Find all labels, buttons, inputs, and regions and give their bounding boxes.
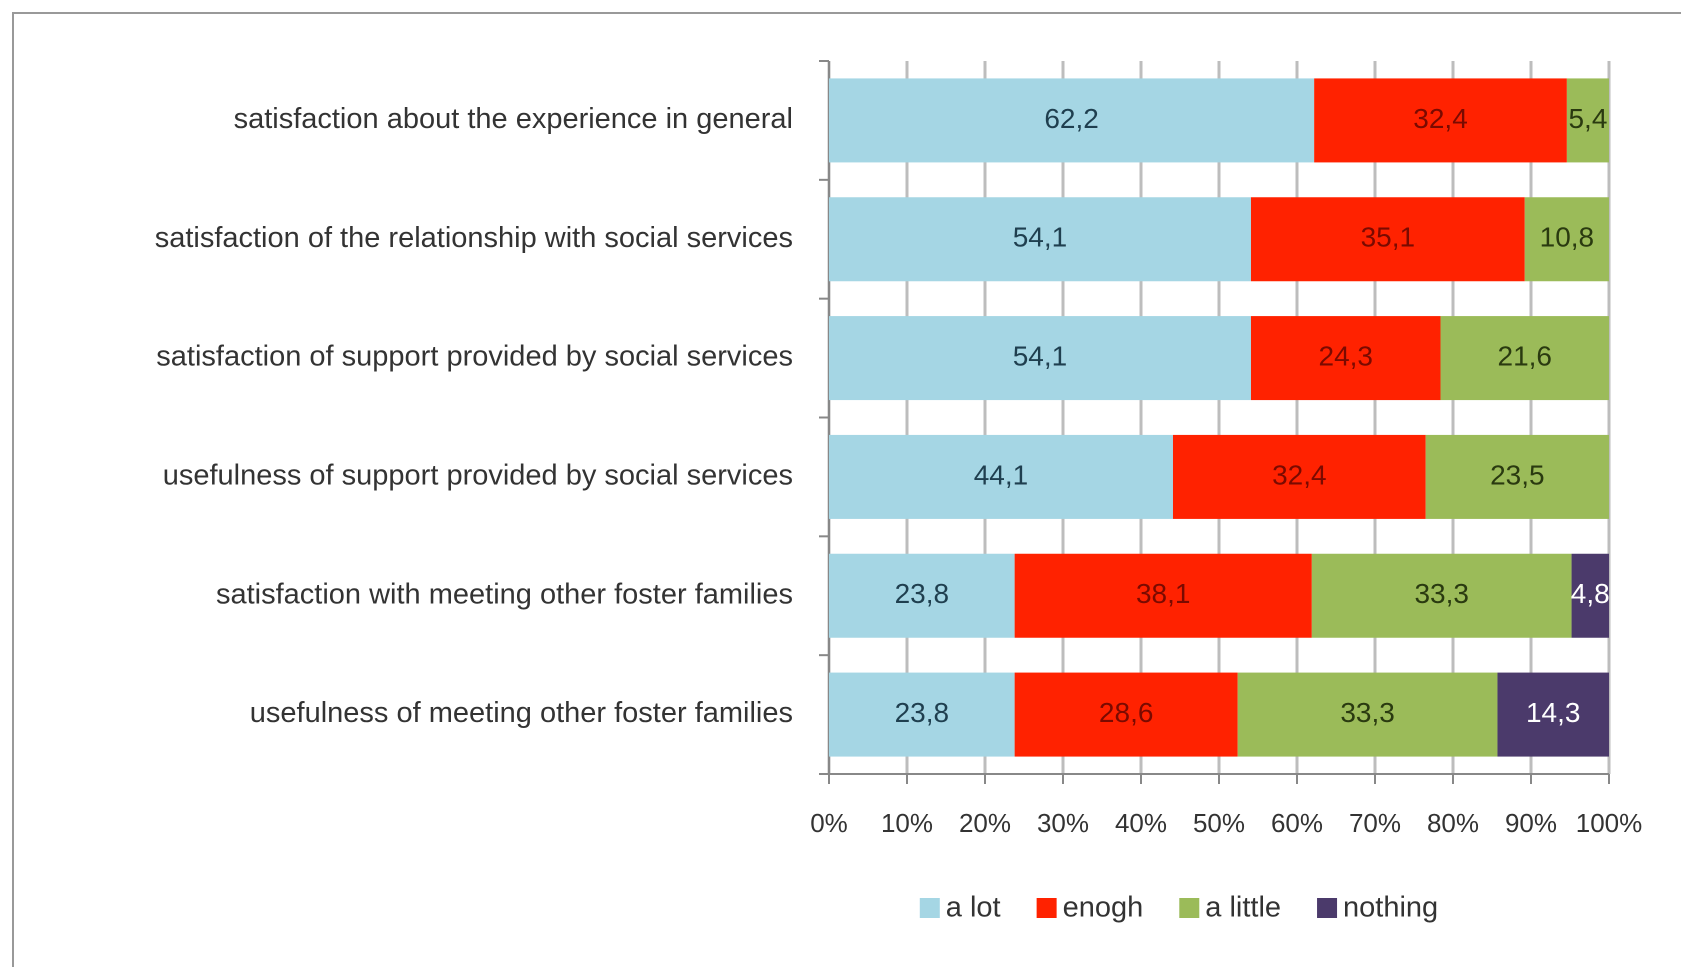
x-tick-label: 100% [1576, 808, 1643, 838]
x-tick-label: 10% [881, 808, 933, 838]
bar-segment [829, 197, 1251, 282]
bar-segment [1172, 434, 1426, 519]
legend-swatch [919, 898, 940, 918]
data-label: 24,3 [1319, 340, 1374, 371]
x-tick-label: 30% [1037, 808, 1089, 838]
bar-segment [829, 672, 1015, 757]
bar-segment [829, 434, 1173, 519]
data-label: 14,3 [1526, 697, 1581, 728]
data-label: 28,6 [1099, 697, 1154, 728]
category-label: satisfaction of the relationship with so… [155, 222, 793, 254]
category-label: satisfaction with meeting other foster f… [216, 578, 793, 610]
bar-segment [1014, 672, 1238, 757]
data-label: 5,4 [1568, 103, 1607, 134]
bar-segment [829, 316, 1251, 401]
bar-segment [1250, 316, 1441, 401]
bar-segment [1311, 553, 1572, 638]
data-label: 44,1 [974, 459, 1029, 490]
bar-segment [1314, 78, 1567, 163]
x-tick-label: 80% [1427, 808, 1479, 838]
bar-segment [1566, 78, 1609, 163]
data-label: 23,8 [895, 697, 950, 728]
bar-segment [829, 78, 1315, 163]
data-label: 54,1 [1013, 222, 1068, 253]
bar-segment [1425, 434, 1609, 519]
data-label: 23,5 [1490, 459, 1545, 490]
data-label: 35,1 [1361, 222, 1416, 253]
x-tick-label: 50% [1193, 808, 1245, 838]
x-tick-label: 0% [810, 808, 848, 838]
data-label: 32,4 [1413, 103, 1468, 134]
data-label: 33,3 [1340, 697, 1395, 728]
category-label: usefulness of support provided by social… [163, 460, 793, 492]
legend-label: a little [1205, 892, 1281, 924]
legend-label: nothing [1343, 892, 1438, 924]
bar-segment [1440, 316, 1609, 401]
data-label: 4,8 [1571, 578, 1610, 609]
legend-swatch [1317, 898, 1338, 918]
x-tick-label: 90% [1505, 808, 1557, 838]
bar-segment [1237, 672, 1498, 757]
data-label: 38,1 [1136, 578, 1191, 609]
x-tick-label: 40% [1115, 808, 1167, 838]
data-label: 54,1 [1013, 340, 1068, 371]
x-tick-label: 20% [959, 808, 1011, 838]
data-label: 23,8 [895, 578, 950, 609]
data-label: 32,4 [1272, 459, 1327, 490]
category-label: usefulness of meeting other foster famil… [250, 697, 793, 729]
category-label: satisfaction of support provided by soci… [156, 341, 793, 373]
x-tick-label: 70% [1349, 808, 1401, 838]
legend-swatch [1179, 898, 1200, 918]
bar-segment [1571, 553, 1609, 638]
bar-segment [829, 553, 1015, 638]
bar-segment [1250, 197, 1525, 282]
bar-segment [1524, 197, 1609, 282]
bar-segment [1014, 553, 1312, 638]
bar-segment [1497, 672, 1609, 757]
legend-label: enogh [1063, 892, 1144, 924]
x-tick-label: 60% [1271, 808, 1323, 838]
data-label: 21,6 [1498, 340, 1553, 371]
category-label: satisfaction about the experience in gen… [234, 103, 793, 135]
data-label: 33,3 [1414, 578, 1469, 609]
legend-swatch [1036, 898, 1057, 918]
data-label: 10,8 [1540, 222, 1595, 253]
data-label: 62,2 [1044, 103, 1099, 134]
legend-label: a lot [946, 892, 1001, 924]
